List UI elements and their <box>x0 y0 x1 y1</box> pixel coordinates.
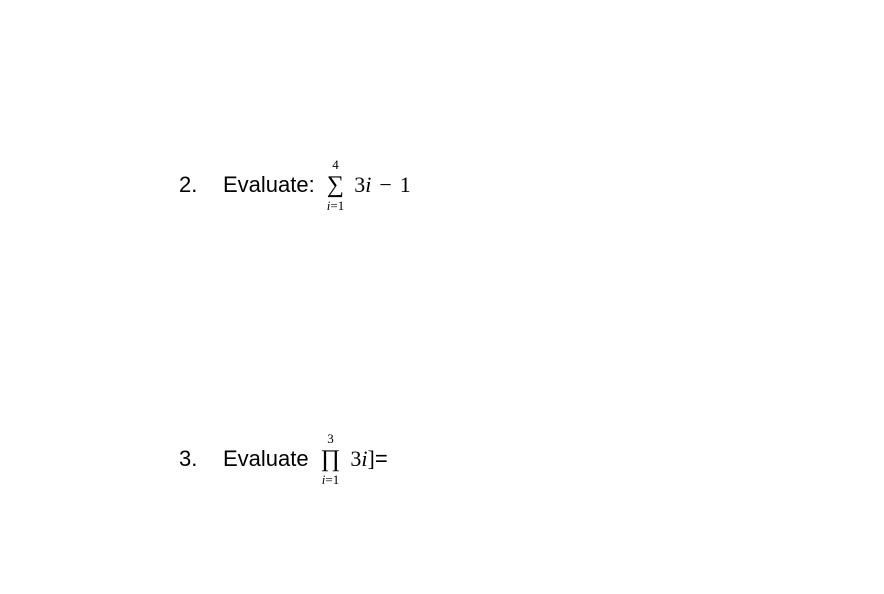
summand-expression: 3i−1 <box>354 172 411 198</box>
minus-sign: − <box>379 172 391 197</box>
constant: 1 <box>400 172 411 197</box>
product-expression: 3i]= <box>350 446 387 472</box>
close-bracket: ] <box>368 446 375 471</box>
upper-limit: 4 <box>332 158 339 171</box>
page: 2. Evaluate: 4 ∑ i=1 3i−1 3. Evaluate 3 … <box>0 0 884 594</box>
problem-2: 2. Evaluate: 4 ∑ i=1 3i−1 <box>179 158 411 212</box>
index-start: 1 <box>338 198 345 213</box>
problem-label: Evaluate <box>223 446 309 472</box>
problem-number: 2. <box>179 172 207 198</box>
var: i <box>365 172 371 197</box>
pi-icon: ∏ <box>321 447 341 471</box>
problem-label: Evaluate: <box>223 172 315 198</box>
problem-number: 3. <box>179 446 207 472</box>
coef: 3 <box>350 446 361 471</box>
coef: 3 <box>354 172 365 197</box>
lower-limit: i=1 <box>322 473 339 486</box>
equals-sign: = <box>375 446 388 471</box>
upper-limit: 3 <box>327 432 334 445</box>
pi-operator: 3 ∏ i=1 <box>321 432 341 486</box>
index-eq: = <box>330 198 337 213</box>
lower-limit: i=1 <box>327 199 344 212</box>
sigma-operator: 4 ∑ i=1 <box>327 158 344 212</box>
index-start: 1 <box>333 472 340 487</box>
sigma-icon: ∑ <box>327 173 344 197</box>
index-eq: = <box>325 472 332 487</box>
problem-3: 3. Evaluate 3 ∏ i=1 3i]= <box>179 432 388 486</box>
